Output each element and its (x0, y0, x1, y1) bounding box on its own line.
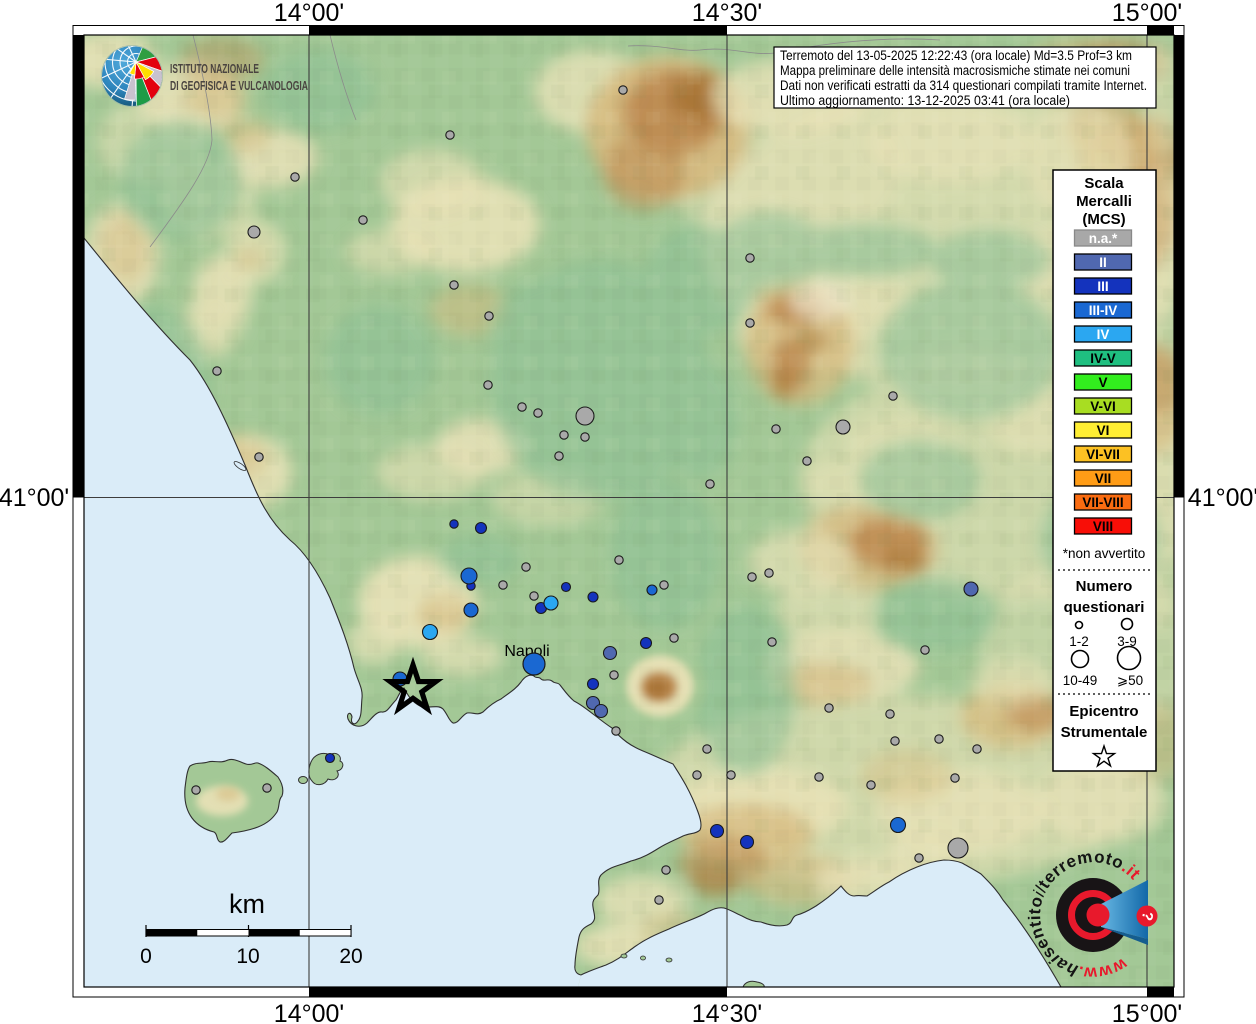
svg-text:?: ? (1138, 910, 1156, 922)
svg-text:ISTITUTO NAZIONALE: ISTITUTO NAZIONALE (170, 61, 259, 76)
svg-text:14°30': 14°30' (692, 1000, 762, 1024)
svg-text:3-9: 3-9 (1117, 634, 1137, 649)
svg-text:questionari: questionari (1064, 599, 1145, 616)
svg-text:IV-V: IV-V (1090, 351, 1116, 366)
svg-text:II: II (1099, 255, 1107, 270)
svg-text:IV: IV (1097, 327, 1110, 342)
svg-text:n.a.*: n.a.* (1089, 231, 1118, 246)
svg-text:14°00': 14°00' (274, 1000, 344, 1024)
svg-text:Scala: Scala (1084, 175, 1124, 192)
svg-text:(MCS): (MCS) (1082, 211, 1125, 228)
svg-text:Mappa preliminare delle intens: Mappa preliminare delle intensità macros… (780, 63, 1130, 78)
svg-text:Mercalli: Mercalli (1076, 193, 1132, 210)
svg-text:Numero: Numero (1076, 578, 1133, 595)
svg-text:DI GEOFISICA E VULCANOLOGIA: DI GEOFISICA E VULCANOLOGIA (170, 78, 308, 93)
svg-text:VI-VII: VI-VII (1086, 447, 1120, 462)
svg-text:14°00': 14°00' (274, 0, 344, 27)
svg-text:Dati non verificati estratti d: Dati non verificati estratti da 314 ques… (780, 78, 1147, 93)
svg-text:Epicentro: Epicentro (1069, 703, 1138, 720)
svg-text:41°00': 41°00' (1188, 484, 1256, 512)
svg-text:VI: VI (1097, 423, 1110, 438)
svg-text:0: 0 (140, 945, 152, 968)
svg-text:41°00': 41°00' (0, 484, 69, 512)
svg-text:10: 10 (236, 945, 259, 968)
svg-text:VIII: VIII (1093, 519, 1113, 534)
svg-text:III: III (1097, 279, 1108, 294)
svg-text:20: 20 (339, 945, 362, 968)
svg-text:V-VI: V-VI (1090, 399, 1116, 414)
svg-text:15°00': 15°00' (1112, 1000, 1182, 1024)
svg-text:14°30': 14°30' (692, 0, 762, 27)
svg-text:*non avvertito: *non avvertito (1063, 546, 1146, 561)
svg-text:III-IV: III-IV (1089, 303, 1118, 318)
svg-text:1-2: 1-2 (1069, 634, 1089, 649)
svg-text:Ultimo aggiornamento: 13-12-20: Ultimo aggiornamento: 13-12-2025 03:41 (… (780, 93, 1070, 108)
svg-text:10-49: 10-49 (1063, 673, 1098, 688)
svg-text:Strumentale: Strumentale (1061, 724, 1148, 741)
svg-text:V: V (1098, 375, 1107, 390)
svg-text:15°00': 15°00' (1112, 0, 1182, 27)
svg-text:VII-VIII: VII-VIII (1082, 495, 1123, 510)
svg-text:km: km (229, 889, 265, 919)
svg-text:⩾50: ⩾50 (1117, 673, 1143, 688)
svg-text:Terremoto del 13-05-2025 12:22: Terremoto del 13-05-2025 12:22:43 (ora l… (780, 48, 1132, 63)
svg-text:VII: VII (1095, 471, 1112, 486)
